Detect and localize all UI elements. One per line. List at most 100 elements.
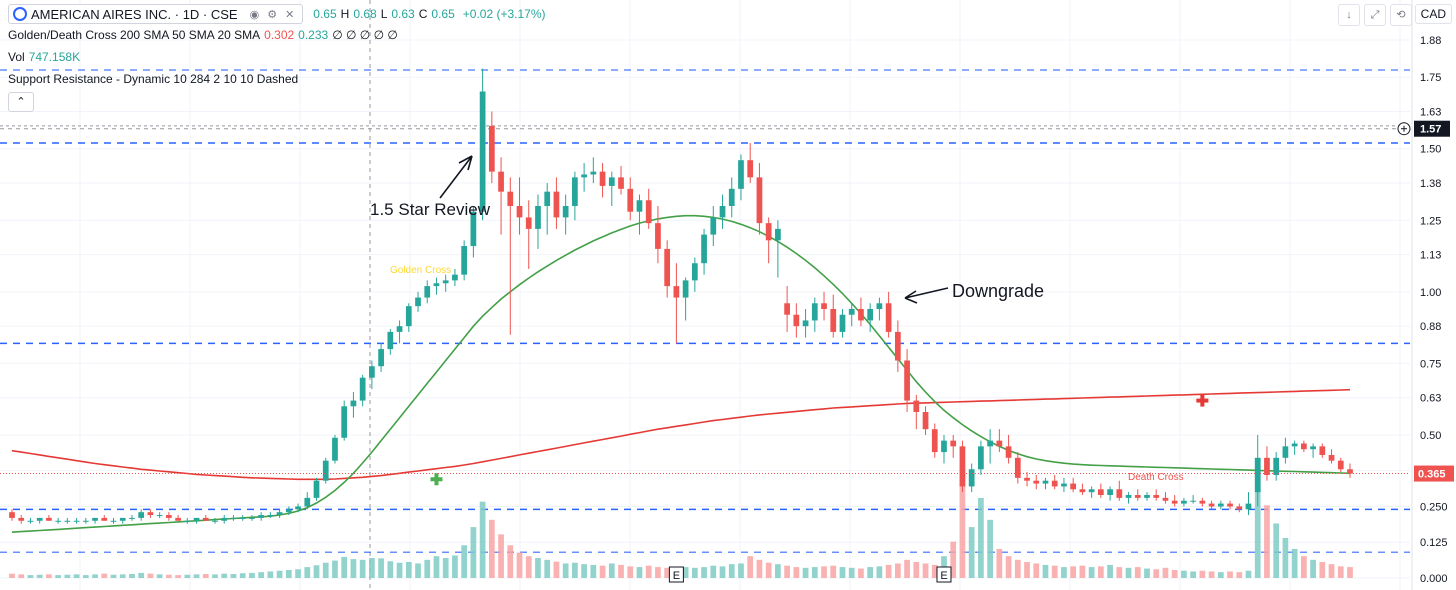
candle-body <box>987 440 993 447</box>
volume-bar <box>1245 570 1252 578</box>
volume-bar <box>830 565 837 578</box>
candle-body <box>516 205 523 218</box>
volume-bar <box>691 567 698 578</box>
volume-bar <box>719 566 726 578</box>
fullscreen-button[interactable]: ⤢ <box>1364 4 1386 26</box>
indicator-label: Golden/Death Cross 200 SMA 50 SMA 20 SMA <box>8 28 261 42</box>
candle-body <box>959 446 966 487</box>
volume-bar <box>424 559 431 578</box>
volume-bar <box>1116 567 1123 578</box>
volume-bar <box>332 560 338 578</box>
candle-body <box>627 188 634 212</box>
volume-bar <box>433 556 440 578</box>
volume-bar <box>1042 564 1049 578</box>
volume-bar <box>1162 567 1169 578</box>
candle-body <box>931 429 938 453</box>
candle-body <box>655 223 661 249</box>
candle-body <box>1208 503 1215 507</box>
volume-bar <box>470 527 477 578</box>
volume-bar <box>1134 567 1141 578</box>
indicator-value-rest: ∅ ∅ ∅ ∅ ∅ <box>332 28 398 42</box>
volume-bar <box>913 562 920 578</box>
volume-bar <box>119 574 126 578</box>
volume-bar <box>267 571 274 578</box>
volume-bar <box>1208 571 1215 578</box>
volume-bar <box>110 574 117 578</box>
volume-bar <box>1070 566 1077 578</box>
arrow-down-button[interactable]: ↓ <box>1338 4 1360 26</box>
volume-bar <box>221 573 228 578</box>
volume-bar <box>821 566 827 578</box>
candle-body <box>193 517 200 521</box>
candle-body <box>55 520 61 522</box>
candle-body <box>821 303 827 309</box>
candle-body <box>1088 489 1095 493</box>
candle-body <box>304 497 311 507</box>
candle-body <box>1042 480 1049 484</box>
candle-body <box>572 177 578 206</box>
candle-body <box>461 246 468 275</box>
volume-bar <box>322 562 329 578</box>
ohlc-low: 0.63 <box>391 7 415 21</box>
candle-body <box>249 517 255 519</box>
close-icon[interactable]: ✕ <box>285 8 295 21</box>
volume-bar <box>166 574 172 578</box>
candle-body <box>1199 500 1206 504</box>
eye-icon[interactable]: ◉ <box>249 8 260 21</box>
candle-body <box>82 520 89 522</box>
volume-bar <box>73 574 80 578</box>
volume-bar <box>230 574 237 578</box>
sr-legend[interactable]: Support Resistance - Dynamic 10 284 2 10… <box>8 72 302 86</box>
ohlc-close-key: C <box>418 7 428 21</box>
candle-body <box>479 91 486 212</box>
volume-bar <box>488 519 495 578</box>
volume-bar <box>479 501 486 578</box>
candle-body <box>904 360 910 401</box>
volume-bar <box>1033 563 1040 578</box>
golden-cross-label: Golden Cross <box>390 265 451 276</box>
symbol-title: AMERICAN AIRES INC. · 1D · CSE <box>31 6 238 22</box>
candle-body <box>424 286 431 298</box>
volume-bar <box>516 552 523 578</box>
symbol-badge[interactable]: AMERICAN AIRES INC. · 1D · CSE ◉ ⚙ ✕ <box>8 4 304 24</box>
ohlc-close: 0.65 <box>431 7 455 21</box>
candle-body <box>618 177 624 189</box>
candle-body <box>590 171 597 175</box>
volume-bar <box>55 575 61 578</box>
collapse-legend-button[interactable]: ⌃ <box>8 92 34 112</box>
volume-bar <box>978 498 984 578</box>
volume-bar <box>249 572 255 578</box>
candle-body <box>1273 457 1280 475</box>
currency-label[interactable]: CAD <box>1414 4 1452 24</box>
volume-bar <box>378 558 384 578</box>
candle-body <box>1264 457 1270 475</box>
candle-body <box>101 517 108 521</box>
refresh-button[interactable]: ⟲ <box>1390 4 1412 26</box>
candle-body <box>793 314 800 327</box>
volume-bar <box>396 562 403 578</box>
candle-body <box>295 506 301 510</box>
sr-label: Support Resistance - Dynamic 10 284 2 10… <box>8 72 299 86</box>
volume-bar <box>46 574 52 578</box>
volume-bar <box>9 573 15 578</box>
candle-body <box>387 331 394 350</box>
volume-bar <box>1190 571 1196 578</box>
ohlc-low-key: L <box>380 7 388 21</box>
volume-bar <box>1282 538 1289 578</box>
volume-bar <box>959 468 966 578</box>
volume-bar <box>1014 559 1021 578</box>
golden-death-legend[interactable]: Golden/Death Cross 200 SMA 50 SMA 20 SMA… <box>8 28 402 42</box>
candle-body <box>756 177 763 224</box>
volume-bar <box>701 567 707 578</box>
candle-body <box>313 480 320 498</box>
candle-body <box>452 274 458 281</box>
annotation-downgrade: Downgrade <box>952 281 1044 301</box>
volume-legend[interactable]: Vol 747.158K <box>8 50 84 64</box>
gear-icon[interactable]: ⚙ <box>267 8 278 21</box>
volume-bar <box>193 574 200 578</box>
y-tick-label: 0.000 <box>1420 573 1448 585</box>
volume-bar <box>645 565 652 578</box>
volume-bar <box>1264 505 1270 578</box>
volume-bar <box>156 574 163 578</box>
